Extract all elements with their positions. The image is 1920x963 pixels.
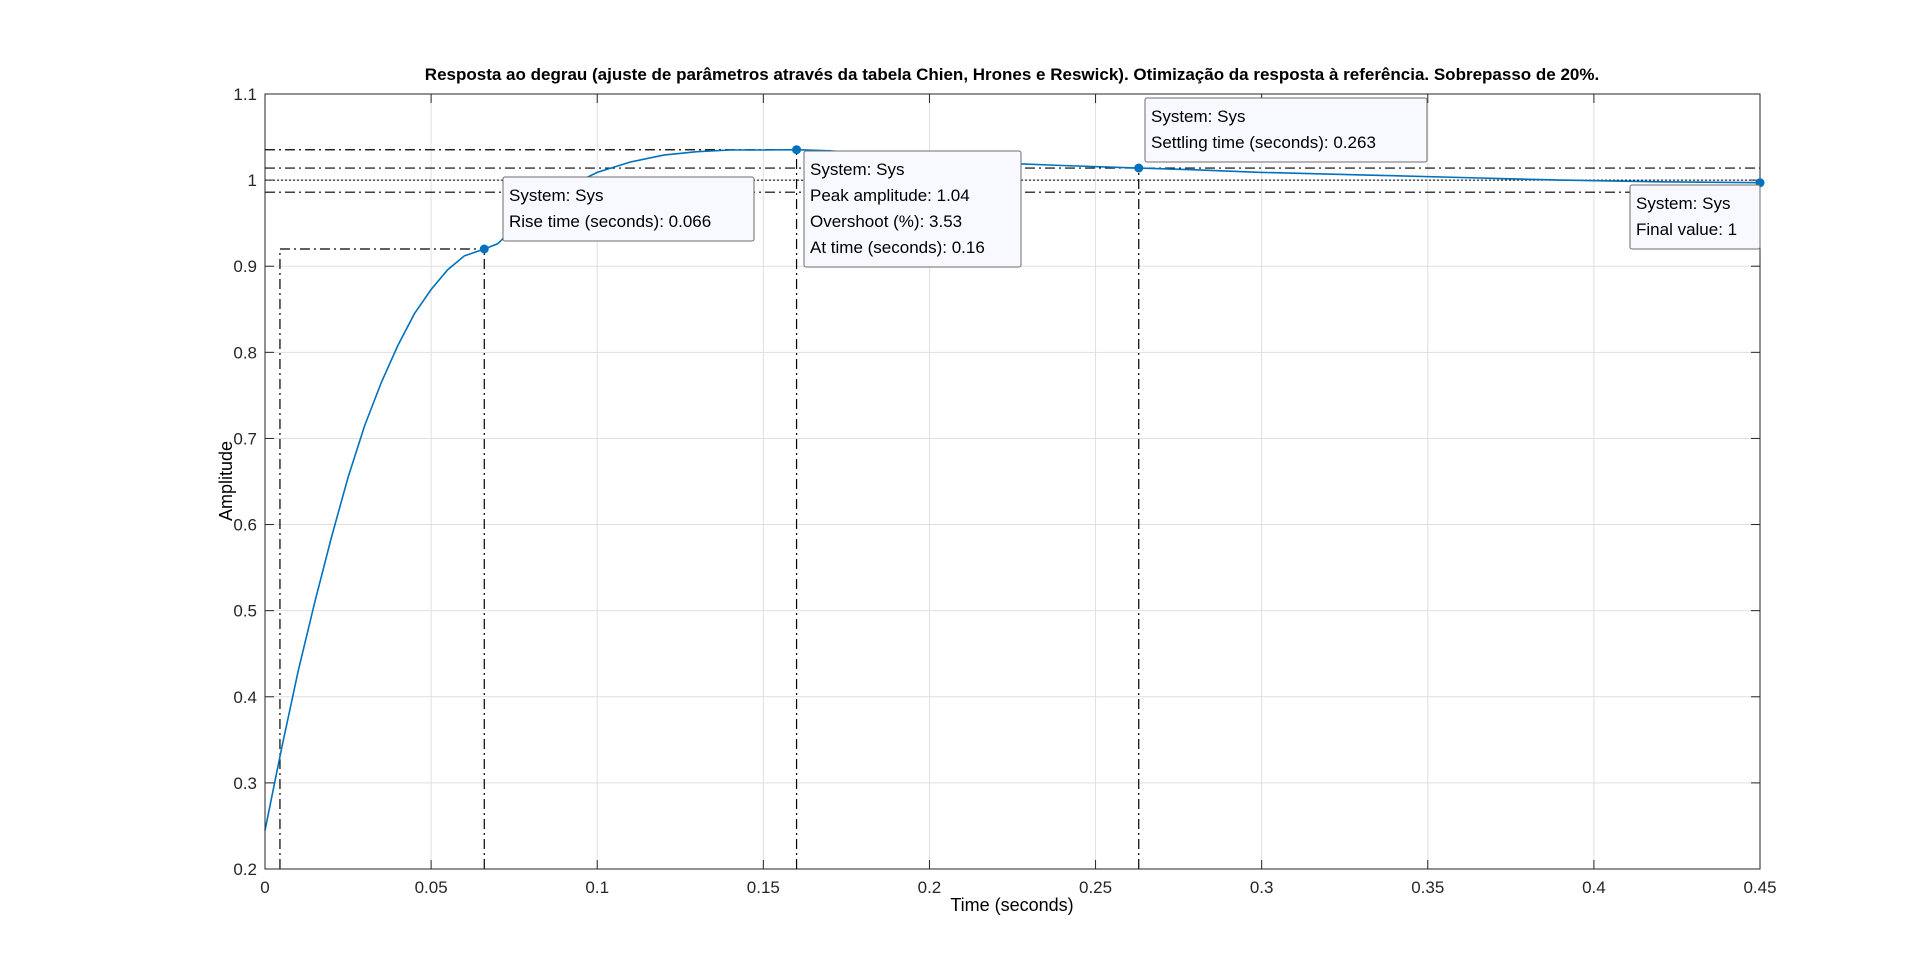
data-point-marker [1134, 163, 1144, 173]
y-tick-label: 0.4 [233, 688, 257, 707]
datatip-box [1629, 184, 1761, 250]
datatip-box [1144, 97, 1428, 163]
datatip: System: Sys Final value: 1 [1629, 184, 1761, 250]
data-point-marker [479, 244, 489, 254]
datatip: System: Sys Settling time (seconds): 0.26… [1144, 97, 1428, 163]
datatip: System: Sys Rise time (seconds): 0.066 [502, 176, 755, 242]
datatip: System: Sys Peak amplitude: 1.04 Overshoot… [803, 150, 1022, 268]
x-tick-label: 0.1 [585, 878, 609, 897]
y-tick-label: 0.5 [233, 602, 257, 621]
y-axis-label: Amplitude [216, 441, 236, 521]
y-tick-labels: 0.2 0.3 0.4 0.5 0.6 0.7 0.8 0.9 1 1.1 [233, 85, 257, 879]
x-tick-label: 0.4 [1582, 878, 1606, 897]
x-tick-label: 0.2 [918, 878, 942, 897]
x-tick-label: 0 [260, 878, 269, 897]
x-tick-label: 0.35 [1411, 878, 1444, 897]
datatip-box [803, 150, 1022, 268]
datatip-line: Overshoot (%): 3.53 [810, 212, 962, 231]
x-axis-label: Time (seconds) [950, 895, 1073, 915]
datatip-line: System: Sys [1151, 107, 1245, 126]
y-tick-label: 0.3 [233, 774, 257, 793]
datatip-line: System: Sys [509, 186, 603, 205]
x-tick-labels: 0 0.05 0.1 0.15 0.2 0.25 0.3 0.35 0.4 0.45 [260, 878, 1776, 897]
datatip-line: Final value: 1 [1636, 220, 1737, 239]
datatip-line: At time (seconds): 0.16 [810, 238, 985, 257]
axes-box [264, 93, 1761, 870]
x-tick-label: 0.3 [1250, 878, 1274, 897]
datatip-line: System: Sys [810, 160, 904, 179]
datatip-line: System: Sys [1636, 194, 1730, 213]
data-point-marker [792, 145, 802, 155]
datatip-line: Settling time (seconds): 0.263 [1151, 133, 1376, 152]
y-tick-label: 0.6 [233, 516, 257, 535]
y-tick-label: 0.2 [233, 860, 257, 879]
y-tick-label: 0.8 [233, 343, 257, 362]
x-tick-label: 0.05 [415, 878, 448, 897]
y-tick-label: 1 [248, 171, 257, 190]
y-tick-label: 1.1 [233, 85, 257, 104]
response-line [264, 148, 1761, 831]
x-tick-label: 0.45 [1743, 878, 1776, 897]
datatip-line: Peak amplitude: 1.04 [810, 186, 970, 205]
y-tick-label: 0.7 [233, 429, 257, 448]
chart-title: Resposta ao degrau (ajuste de parâmetros… [425, 65, 1599, 84]
x-tick-label: 0.25 [1079, 878, 1112, 897]
datatip-line: Rise time (seconds): 0.066 [509, 212, 711, 231]
x-tick-label: 0.15 [747, 878, 780, 897]
datatip-box [502, 176, 755, 242]
y-tick-label: 0.9 [233, 257, 257, 276]
